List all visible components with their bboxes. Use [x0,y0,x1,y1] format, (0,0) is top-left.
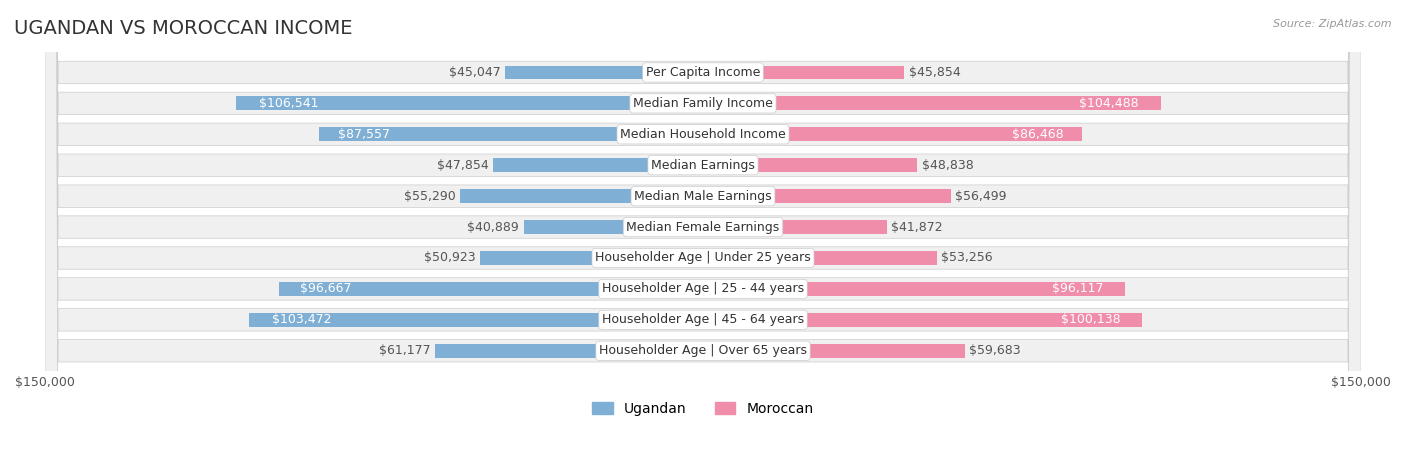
Text: UGANDAN VS MOROCCAN INCOME: UGANDAN VS MOROCCAN INCOME [14,19,353,38]
Text: $56,499: $56,499 [955,190,1007,203]
Bar [523,220,703,234]
Text: Median Earnings: Median Earnings [651,159,755,172]
Text: Per Capita Income: Per Capita Income [645,66,761,79]
Bar [479,251,703,265]
FancyBboxPatch shape [45,0,1361,467]
Text: Median Female Earnings: Median Female Earnings [627,220,779,234]
Text: Median Family Income: Median Family Income [633,97,773,110]
Bar [434,344,703,358]
FancyBboxPatch shape [45,0,1361,467]
Text: $103,472: $103,472 [271,313,332,326]
Bar [703,65,904,79]
Text: $96,117: $96,117 [1052,283,1104,296]
Bar [319,127,703,141]
Bar [505,65,703,79]
Text: $96,667: $96,667 [299,283,352,296]
Text: $87,557: $87,557 [337,128,389,141]
Bar [236,97,703,110]
Text: $104,488: $104,488 [1078,97,1139,110]
Text: Householder Age | 25 - 44 years: Householder Age | 25 - 44 years [602,283,804,296]
Text: Householder Age | 45 - 64 years: Householder Age | 45 - 64 years [602,313,804,326]
Text: $55,290: $55,290 [405,190,456,203]
Bar [278,282,703,296]
Text: Householder Age | Over 65 years: Householder Age | Over 65 years [599,344,807,357]
Text: $100,138: $100,138 [1060,313,1121,326]
FancyBboxPatch shape [45,0,1361,467]
Text: $45,047: $45,047 [450,66,501,79]
Bar [703,251,936,265]
Text: $47,854: $47,854 [437,159,489,172]
Bar [703,97,1161,110]
Text: $48,838: $48,838 [922,159,973,172]
Text: $53,256: $53,256 [941,252,993,264]
Text: $86,468: $86,468 [1012,128,1063,141]
Text: $59,683: $59,683 [969,344,1021,357]
FancyBboxPatch shape [45,0,1361,467]
Bar [494,158,703,172]
FancyBboxPatch shape [45,0,1361,467]
Bar [703,189,950,203]
Text: $41,872: $41,872 [891,220,942,234]
Bar [703,158,917,172]
FancyBboxPatch shape [45,0,1361,467]
FancyBboxPatch shape [45,0,1361,467]
Bar [703,282,1125,296]
Text: Householder Age | Under 25 years: Householder Age | Under 25 years [595,252,811,264]
Bar [249,313,703,327]
FancyBboxPatch shape [45,0,1361,467]
Text: $45,854: $45,854 [908,66,960,79]
FancyBboxPatch shape [45,0,1361,467]
Bar [460,189,703,203]
Text: Median Male Earnings: Median Male Earnings [634,190,772,203]
Text: $40,889: $40,889 [467,220,519,234]
Bar [703,313,1142,327]
Text: $50,923: $50,923 [423,252,475,264]
FancyBboxPatch shape [45,0,1361,467]
Bar [703,344,965,358]
Text: $106,541: $106,541 [259,97,319,110]
Text: Median Household Income: Median Household Income [620,128,786,141]
Bar [703,127,1083,141]
Text: Source: ZipAtlas.com: Source: ZipAtlas.com [1274,19,1392,28]
Bar [703,220,887,234]
Legend: Ugandan, Moroccan: Ugandan, Moroccan [586,396,820,421]
Text: $61,177: $61,177 [378,344,430,357]
